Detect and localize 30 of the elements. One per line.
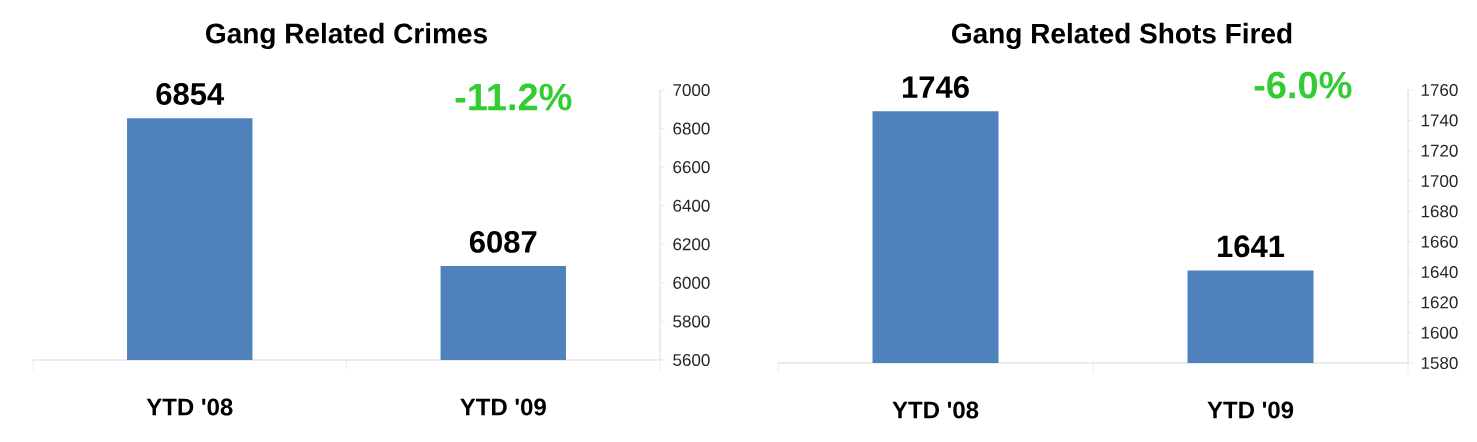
chart-title: Gang Related Crimes [206,22,487,50]
y-tick-label: 5600 [673,353,710,367]
annotation: -11.2% [455,83,572,111]
y-tick-label: 6000 [673,276,710,289]
data-label: 1641 [1217,235,1285,258]
y-tick-label: 6400 [673,199,710,212]
y-tick-label: 1600 [1421,326,1458,339]
chart-title: Gang Related Shots Fired [952,22,1292,50]
x-tick-label: YTD '08 [892,401,979,419]
x-tick-label: YTD '08 [146,398,233,416]
x-tick-label: YTD '09 [460,398,546,416]
y-tick-label: 5800 [673,315,710,328]
data-label: 6087 [469,230,537,253]
y-tick-label: 1760 [1421,83,1458,97]
data-label: 6854 [156,83,225,105]
y-tick-label: 1640 [1421,265,1458,279]
x-tick-label: YTD '09 [1207,401,1294,419]
y-tick-label: 1740 [1421,114,1458,127]
y-tick-label: 1700 [1421,174,1458,188]
annotation: -6.0% [1254,71,1352,99]
y-tick-label: 6200 [673,238,710,251]
y-tick-label: 6800 [673,122,710,135]
y-tick-label: 6600 [673,161,710,174]
y-tick-label: 1660 [1421,235,1458,248]
y-tick-label: 1580 [1421,356,1458,370]
data-label: 1746 [902,76,969,99]
y-tick-label: 1720 [1421,144,1458,157]
y-tick-label: 1680 [1421,205,1458,218]
y-tick-label: 1620 [1421,296,1458,309]
y-tick-label: 7000 [673,83,710,97]
